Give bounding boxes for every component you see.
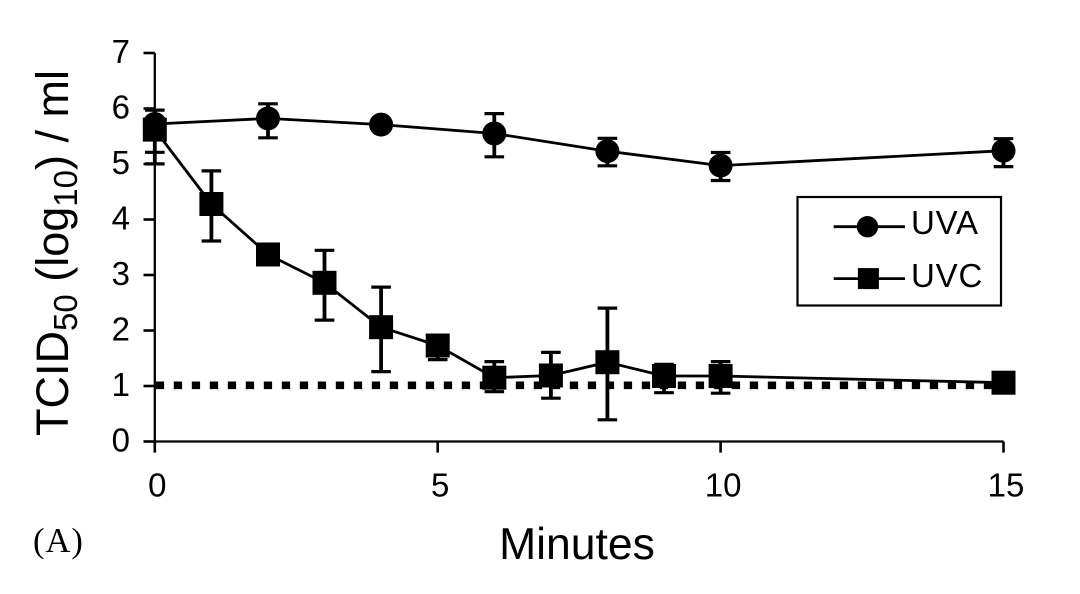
svg-text:15: 15 <box>988 467 1025 504</box>
svg-text:UVA: UVA <box>911 204 979 241</box>
svg-text:5: 5 <box>431 467 449 504</box>
svg-text:4: 4 <box>112 200 130 237</box>
svg-text:10: 10 <box>705 467 742 504</box>
svg-text:0: 0 <box>112 422 130 459</box>
svg-text:3: 3 <box>112 255 130 292</box>
svg-text:UVC: UVC <box>911 257 983 294</box>
svg-text:2: 2 <box>112 311 130 348</box>
svg-text:5: 5 <box>112 144 130 181</box>
svg-text:Minutes: Minutes <box>499 520 655 569</box>
svg-text:(A): (A) <box>33 522 84 560</box>
svg-text:1: 1 <box>112 366 130 403</box>
svg-text:6: 6 <box>112 89 130 126</box>
svg-text:0: 0 <box>148 467 166 504</box>
svg-text:TCID50 (log10) / ml: TCID50 (log10) / ml <box>27 70 84 436</box>
svg-text:7: 7 <box>112 33 130 70</box>
